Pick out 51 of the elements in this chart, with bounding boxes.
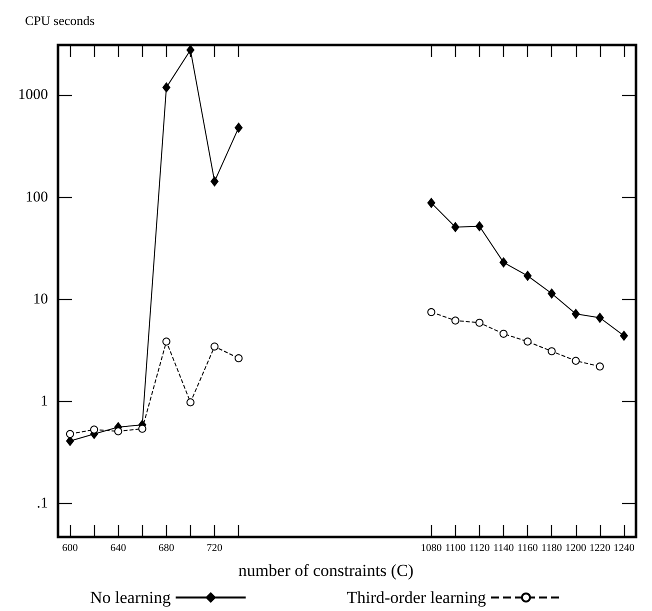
point: [186, 44, 194, 55]
point: [596, 362, 604, 370]
point: [210, 342, 219, 351]
x-tick-label: 1240: [613, 543, 634, 554]
point: [427, 198, 436, 208]
point: [500, 330, 508, 338]
point: [451, 316, 460, 325]
legend-label: No learning: [90, 588, 172, 607]
point: [451, 222, 460, 232]
point: [524, 338, 532, 346]
point: [475, 318, 484, 327]
x-tick-label: 600: [62, 543, 78, 554]
y-tick-label: 1: [40, 393, 48, 410]
legend-label: Third-order learning: [346, 588, 486, 607]
x-tick-label: 1180: [541, 543, 562, 554]
point: [620, 330, 628, 341]
x-axis-title: number of constraints (C): [238, 561, 414, 580]
x-tick-label: 1220: [589, 543, 610, 554]
point: [548, 288, 556, 299]
point: [114, 427, 122, 436]
point: [596, 312, 604, 323]
x-tick-label: 1080: [420, 543, 442, 554]
x-tick-label: 1200: [565, 543, 586, 554]
point: [524, 270, 532, 281]
y-tick-label: .1: [36, 496, 48, 512]
x-tick-label: 680: [158, 543, 174, 554]
x-tick-label: 1140: [493, 543, 514, 554]
point: [548, 347, 556, 356]
point: [66, 430, 74, 438]
x-tick-label: 640: [110, 543, 126, 554]
x-tick-label: 1120: [469, 543, 490, 554]
point: [500, 257, 508, 268]
point: [475, 221, 484, 232]
point: [138, 424, 146, 433]
x-tick-label: 1160: [517, 543, 538, 554]
point: [162, 338, 170, 346]
x-tick-label: 1100: [445, 543, 466, 554]
point: [162, 82, 170, 92]
point: [186, 398, 194, 406]
point: [90, 426, 98, 434]
y-tick-label: 100: [26, 189, 48, 206]
y-tick-label: 10: [33, 291, 48, 308]
y-tick-label: 1000: [18, 87, 48, 104]
y-axis-title: CPU seconds: [25, 13, 95, 28]
point: [427, 308, 436, 316]
point: [234, 122, 243, 133]
point: [572, 356, 580, 365]
point: [234, 354, 243, 362]
point: [572, 308, 580, 319]
x-tick-label: 720: [206, 543, 222, 554]
point: [210, 176, 219, 186]
